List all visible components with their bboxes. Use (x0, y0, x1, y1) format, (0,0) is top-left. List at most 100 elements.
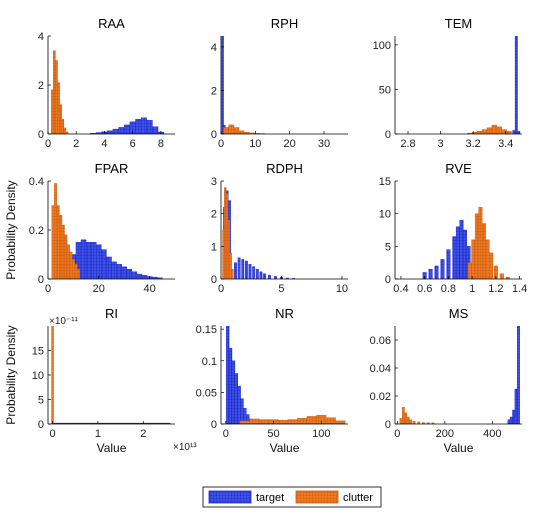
marks (422, 206, 510, 279)
clutter-bar (306, 416, 317, 424)
target-bar (135, 119, 142, 134)
legend-swatch-clutter (295, 490, 339, 504)
clutter-bar (496, 126, 502, 134)
subplot-rdph: 0 5 10 0 1 2 3 RDPH (211, 161, 348, 295)
x-tick-label: 0.8 (441, 283, 456, 295)
target-bar (446, 249, 451, 279)
target-bar (131, 271, 138, 279)
y-tick-label: 100 (373, 40, 391, 52)
target-bar (106, 256, 112, 279)
clutter-bar (481, 129, 488, 134)
x-tick-label: 10 (336, 283, 348, 295)
x-tick-label: 3.2 (466, 138, 481, 150)
y-tick-label: 0 (385, 419, 391, 431)
target-bar (123, 124, 131, 134)
x-tick-label: 0.6 (417, 283, 432, 295)
target-bar (512, 409, 516, 424)
y-tick-label: 0.02 (370, 391, 391, 403)
subplot-fpar: 0 20 40 0 0.2 0.4 FPAR Probability Density (4, 161, 175, 295)
x-tick-label: 4 (101, 138, 107, 150)
target-bar (509, 416, 513, 424)
clutter-bar (426, 422, 430, 424)
clutter-bar (412, 421, 416, 424)
marks (51, 183, 163, 279)
y-tick-label: 0.04 (370, 363, 391, 375)
clutter-bar (54, 183, 58, 279)
clutter-bar (222, 229, 225, 279)
x-tick-label: 100 (312, 428, 330, 440)
target-bar (514, 36, 518, 134)
subplot-title: TEM (445, 16, 472, 31)
x-tick-label: 2 (73, 138, 79, 150)
legend-label-target: target (256, 492, 284, 504)
clutter-bar (77, 269, 80, 279)
subplot-title: RI (105, 306, 118, 321)
target-bar (136, 273, 143, 279)
x-tick-label: 0 (45, 283, 51, 295)
y-tick-label: 15 (379, 176, 391, 188)
x-tick-label: 20 (93, 283, 105, 295)
y-tick-label: 0.2 (29, 225, 44, 237)
y-tick-label: 0.06 (370, 335, 391, 347)
y-tick-label: 2 (38, 80, 44, 92)
clutter-bar (486, 127, 493, 134)
x-tick-label: 0.4 (393, 283, 408, 295)
target-bar (140, 117, 147, 134)
x-tick-label: 0 (49, 428, 55, 440)
clutter-bar (409, 419, 412, 424)
target-bar (255, 269, 259, 279)
legend-swatch-target (208, 490, 252, 504)
y-tick-label: 0 (38, 419, 44, 431)
target-bar (455, 226, 460, 279)
subplot-title: NR (275, 306, 294, 321)
clutter-bar (491, 124, 497, 134)
target-bar (422, 272, 427, 279)
target-bar (118, 127, 125, 134)
target-bar (146, 120, 153, 134)
clutter-bar (71, 259, 75, 279)
clutter-bar (335, 420, 346, 424)
clutter-bar (55, 60, 58, 134)
x-tick-label: 1 (95, 428, 101, 440)
y-tick-label: 3 (211, 176, 217, 188)
x-tick-label: 0 (218, 283, 224, 295)
x-axis-label: Value (444, 441, 474, 455)
clutter-bar (64, 234, 68, 279)
target-bar (90, 242, 97, 279)
clutter-bar (238, 130, 245, 134)
x-tick-label: 3.4 (498, 138, 513, 150)
target-bar (434, 265, 439, 279)
x-tick-label: 40 (143, 283, 155, 295)
clutter-bar (471, 239, 476, 279)
x-tick-label: 0 (223, 428, 229, 440)
target-bar (463, 229, 468, 279)
clutter-bar (478, 206, 483, 279)
target-bar (237, 257, 241, 279)
target-bar (152, 126, 159, 134)
clutter-bar (422, 422, 425, 424)
clutter-bar (74, 264, 78, 279)
marks (221, 36, 265, 134)
target-bar (96, 244, 102, 279)
clutter-bar (477, 131, 483, 134)
clutter-bar (325, 417, 336, 424)
clutter-bar (233, 127, 240, 134)
clutter-bar (53, 50, 56, 134)
target-bar (241, 259, 245, 279)
y-tick-label: 15 (32, 346, 44, 358)
clutter-bar (61, 119, 65, 134)
x-tick-label: 200 (436, 428, 454, 440)
marks (50, 50, 164, 134)
clutter-bar (59, 215, 63, 279)
clutter-bar (499, 273, 504, 279)
clutter-bar (249, 418, 260, 424)
clutter-bar (229, 252, 232, 279)
y-tick-label: 0 (38, 274, 44, 286)
y-exponent: ×10⁻¹¹ (49, 316, 79, 327)
x-tick-label: 6 (130, 138, 136, 150)
y-tick-label: 0.4 (29, 176, 44, 188)
clutter-bar (50, 89, 54, 134)
x-tick-label: 0 (218, 138, 224, 150)
clutter-bar (467, 262, 472, 279)
